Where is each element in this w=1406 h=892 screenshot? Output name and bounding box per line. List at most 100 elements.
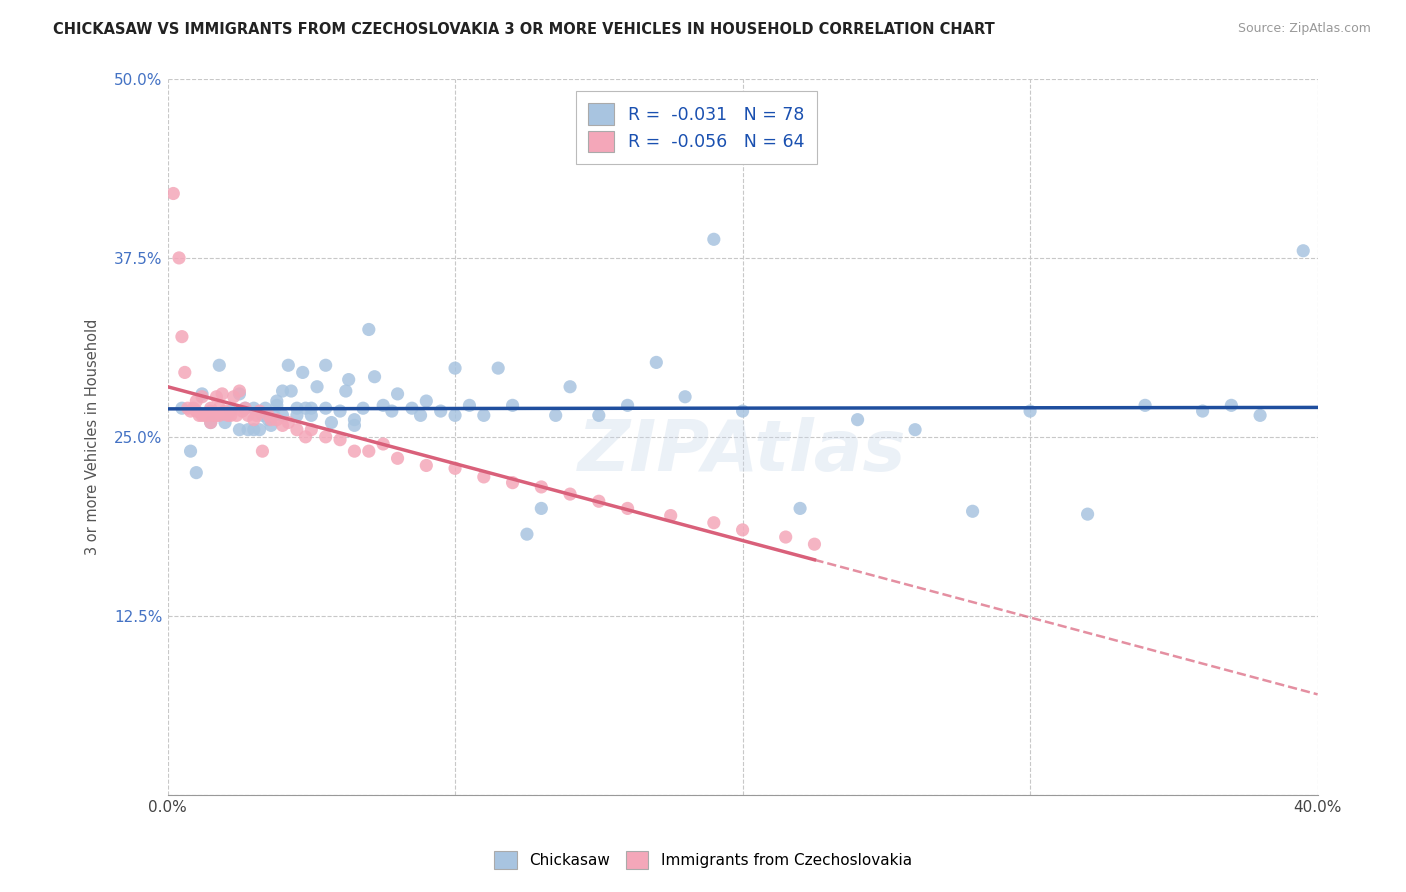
Legend: R =  -0.031   N = 78, R =  -0.056   N = 64: R = -0.031 N = 78, R = -0.056 N = 64 xyxy=(576,91,817,164)
Point xyxy=(444,461,467,475)
Point xyxy=(731,523,754,537)
Point xyxy=(846,412,869,426)
Point xyxy=(544,409,567,423)
Point xyxy=(588,409,610,423)
Point xyxy=(803,537,825,551)
Point xyxy=(260,418,283,433)
Point xyxy=(357,322,380,336)
Point xyxy=(202,409,225,423)
Point xyxy=(200,416,222,430)
Point xyxy=(228,384,250,398)
Point xyxy=(558,487,581,501)
Point xyxy=(194,409,217,423)
Point xyxy=(180,444,202,458)
Point xyxy=(228,423,250,437)
Point xyxy=(170,401,193,416)
Point xyxy=(321,416,343,430)
Point xyxy=(1077,507,1099,521)
Point xyxy=(186,466,208,480)
Point xyxy=(472,409,495,423)
Point xyxy=(266,412,288,426)
Point xyxy=(191,387,214,401)
Y-axis label: 3 or more Vehicles in Household: 3 or more Vehicles in Household xyxy=(86,318,100,555)
Point xyxy=(387,387,409,401)
Point xyxy=(266,394,288,409)
Point xyxy=(236,409,259,423)
Point xyxy=(208,401,231,416)
Point xyxy=(214,404,236,418)
Point xyxy=(343,418,366,433)
Point xyxy=(337,373,360,387)
Point xyxy=(180,404,202,418)
Point xyxy=(616,398,638,412)
Point xyxy=(243,412,266,426)
Point xyxy=(217,409,239,423)
Point xyxy=(381,404,404,418)
Point xyxy=(257,409,280,423)
Point xyxy=(343,444,366,458)
Point xyxy=(444,361,467,376)
Point xyxy=(444,409,467,423)
Point xyxy=(673,390,696,404)
Point xyxy=(904,423,927,437)
Point xyxy=(335,384,357,398)
Point xyxy=(249,404,271,418)
Point xyxy=(458,398,481,412)
Point xyxy=(191,390,214,404)
Point xyxy=(186,394,208,409)
Point xyxy=(233,401,256,416)
Point xyxy=(516,527,538,541)
Point xyxy=(214,407,236,421)
Point xyxy=(502,475,524,490)
Text: ZIPAtlas: ZIPAtlas xyxy=(578,417,907,485)
Point xyxy=(246,409,269,423)
Point xyxy=(280,384,302,398)
Point xyxy=(1133,398,1156,412)
Point xyxy=(789,501,811,516)
Point xyxy=(200,404,222,418)
Point xyxy=(343,412,366,426)
Point xyxy=(401,401,423,416)
Point xyxy=(415,394,437,409)
Text: Source: ZipAtlas.com: Source: ZipAtlas.com xyxy=(1237,22,1371,36)
Point xyxy=(208,409,231,423)
Point xyxy=(429,404,451,418)
Point xyxy=(645,355,668,369)
Point xyxy=(191,409,214,423)
Point xyxy=(294,401,316,416)
Point xyxy=(616,501,638,516)
Point xyxy=(329,433,352,447)
Point xyxy=(214,416,236,430)
Point xyxy=(329,404,352,418)
Point xyxy=(530,501,553,516)
Point xyxy=(373,398,395,412)
Point xyxy=(558,380,581,394)
Point xyxy=(173,366,195,380)
Point xyxy=(703,232,725,246)
Point xyxy=(162,186,184,201)
Point xyxy=(502,398,524,412)
Point xyxy=(1019,404,1042,418)
Point xyxy=(277,358,299,372)
Point xyxy=(205,390,228,404)
Point xyxy=(315,358,337,372)
Point xyxy=(315,430,337,444)
Point xyxy=(294,430,316,444)
Point xyxy=(659,508,682,523)
Point xyxy=(299,409,322,423)
Point xyxy=(271,418,294,433)
Point xyxy=(415,458,437,473)
Point xyxy=(167,251,190,265)
Point xyxy=(257,412,280,426)
Text: CHICKASAW VS IMMIGRANTS FROM CZECHOSLOVAKIA 3 OR MORE VEHICLES IN HOUSEHOLD CORR: CHICKASAW VS IMMIGRANTS FROM CZECHOSLOVA… xyxy=(53,22,995,37)
Point xyxy=(252,409,274,423)
Point xyxy=(219,404,242,418)
Point xyxy=(291,366,314,380)
Point xyxy=(271,384,294,398)
Point xyxy=(197,409,219,423)
Point xyxy=(200,416,222,430)
Point xyxy=(775,530,797,544)
Point xyxy=(200,401,222,416)
Point xyxy=(363,369,385,384)
Point xyxy=(307,380,329,394)
